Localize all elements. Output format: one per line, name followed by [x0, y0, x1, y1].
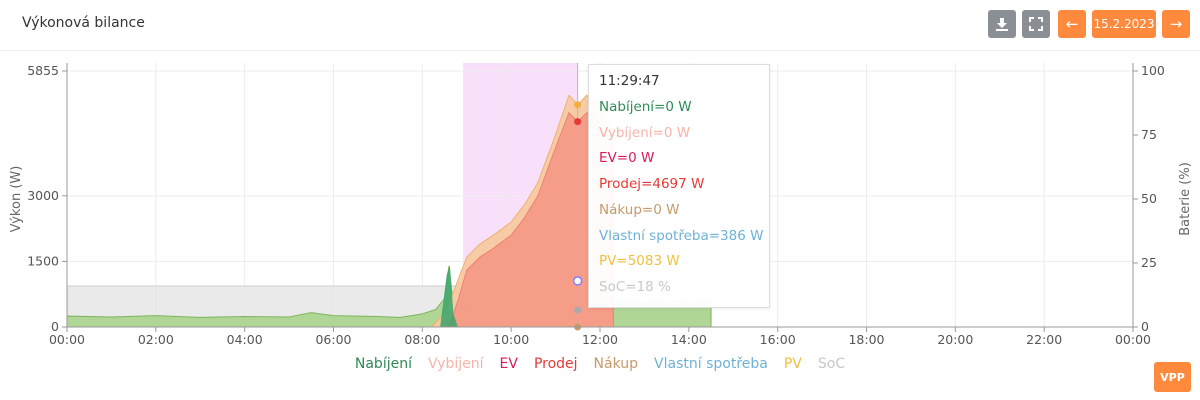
tooltip-line: PV=5083 W — [599, 253, 680, 270]
x-tick-label: 00:00 — [1115, 332, 1151, 347]
x-tick-label: 04:00 — [227, 332, 263, 347]
fullscreen-button[interactable] — [1022, 10, 1050, 38]
x-tick-label: 20:00 — [937, 332, 973, 347]
y2-tick-label: 50 — [1141, 191, 1157, 206]
next-day-button[interactable]: → — [1162, 10, 1190, 38]
y2-tick-label: 25 — [1141, 255, 1157, 270]
prev-day-button[interactable]: ← — [1058, 10, 1086, 38]
marker-soc — [572, 276, 583, 286]
marker-pv — [574, 101, 582, 109]
x-tick-label: 16:00 — [760, 332, 796, 347]
y2-tick-label: 75 — [1141, 127, 1157, 142]
tooltip-line: Prodej=4697 W — [599, 176, 705, 193]
legend-item[interactable]: SoC — [817, 356, 846, 372]
power-balance-chart: 00:00 02:00 04:00 06:00 08:00 10:00 12:00 14:00… — [9, 63, 1193, 347]
y-tick-label: 1500 — [27, 253, 59, 268]
fullscreen-icon — [1029, 17, 1043, 31]
panel-title: Výkonová bilance — [22, 15, 145, 31]
download-icon — [996, 18, 1008, 31]
tooltip-line: Nákup=0 W — [599, 201, 680, 218]
vpp-button[interactable]: VPP — [1154, 362, 1191, 392]
chart-tooltip: 11:29:47 Nabíjení=0 W Vybíjení=0 W EV=0 W P… — [588, 64, 770, 308]
arrow-right-icon: → — [1169, 15, 1183, 33]
x-tick-label: 22:00 — [1026, 332, 1062, 347]
arrow-left-icon: ← — [1065, 15, 1079, 33]
series-area-nabijeni — [440, 265, 458, 327]
y2-tick-label: 0 — [1141, 319, 1149, 334]
marker-vlastni-spotreba — [574, 306, 582, 314]
legend-item[interactable]: Prodej — [533, 356, 578, 372]
legend-item[interactable]: PV — [783, 356, 802, 372]
panel-header: Výkonová bilance ← 15.2.2023 → — [0, 0, 1200, 51]
y-tick-label: 5855 — [27, 63, 59, 78]
x-tick-label: 18:00 — [848, 332, 884, 347]
y-tick-label: 0 — [51, 319, 59, 334]
legend-item[interactable]: Vlastní spotřeba — [654, 356, 768, 372]
x-tick-label: 10:00 — [493, 332, 529, 347]
tooltip-line: SoC=18 % — [599, 278, 671, 295]
x-tick-label: 12:00 — [582, 332, 618, 347]
legend-item[interactable]: Nákup — [593, 356, 639, 372]
legend-item[interactable]: Nabíjení — [354, 356, 412, 372]
y-axis-title: Výkon (W) — [9, 166, 24, 233]
y-tick-label: 3000 — [27, 188, 59, 203]
chart-legend: Nabíjení Vybíjení EV Prodej Nákup Vlastní spo… — [0, 356, 1200, 372]
marker-prodej — [574, 118, 582, 126]
tooltip-line: Nabíjení=0 W — [599, 99, 692, 115]
x-tick-label: 14:00 — [671, 332, 707, 347]
legend-item[interactable]: Vybíjení — [427, 356, 484, 372]
tooltip-line: Vlastní spotřeba=386 W — [599, 227, 764, 244]
x-tick-label: 00:00 — [49, 332, 85, 347]
x-tick-label: 02:00 — [138, 332, 174, 347]
tooltip-time: 11:29:47 — [599, 73, 660, 89]
tooltip-line: EV=0 W — [599, 150, 655, 167]
y2-tick-label: 100 — [1141, 63, 1165, 78]
download-button[interactable] — [988, 10, 1016, 38]
tooltip-line: Vybíjení=0 W — [599, 124, 691, 141]
x-tick-label: 08:00 — [404, 332, 440, 347]
date-button[interactable]: 15.2.2023 — [1092, 10, 1156, 38]
y2-axis-title: Baterie (%) — [1178, 162, 1193, 236]
x-tick-label: 06:00 — [315, 332, 351, 347]
legend-item[interactable]: EV — [499, 356, 518, 372]
